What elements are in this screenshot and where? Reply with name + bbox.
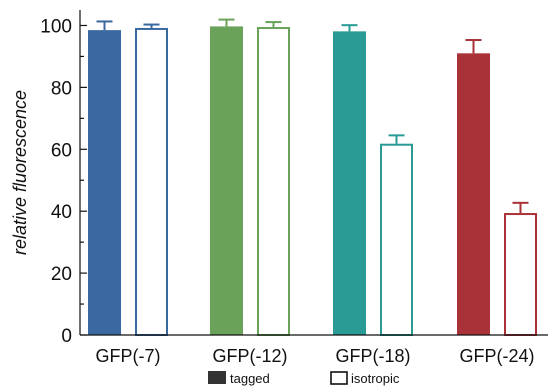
legend-label-tagged: tagged [230,371,270,386]
y-tick-label: 100 [40,16,72,37]
legend-group: tagged isotropic [208,371,400,386]
category-label: GFP(-24) [459,346,534,366]
legend-swatch-isotropic [330,371,348,385]
y-tick-label: 60 [51,140,72,161]
category-label: GFP(-12) [212,346,287,366]
bar-tagged [333,31,366,335]
bar-tagged [210,26,243,336]
bar-tagged [457,53,490,335]
bar-tagged [88,30,121,335]
bar-isotropic [257,27,290,337]
bar-isotropic [380,143,413,336]
labels-group: 0 20 40 60 80 100 relative fluorescence GFP(-7)… [10,16,535,366]
legend-swatch-tagged [208,371,226,384]
y-tick-label: 0 [61,326,72,347]
bar-isotropic [135,27,168,336]
y-tick-label: 40 [51,202,72,223]
y-axis-label: relative fluorescence [10,90,30,255]
bars-group [88,18,537,337]
axes-group [79,10,548,336]
legend-label-isotropic: isotropic [351,371,400,386]
category-label: GFP(-7) [96,346,161,366]
y-tick-label: 80 [51,78,72,99]
bar-isotropic [504,213,537,336]
category-label: GFP(-18) [335,346,410,366]
y-tick-label: 20 [51,264,72,285]
